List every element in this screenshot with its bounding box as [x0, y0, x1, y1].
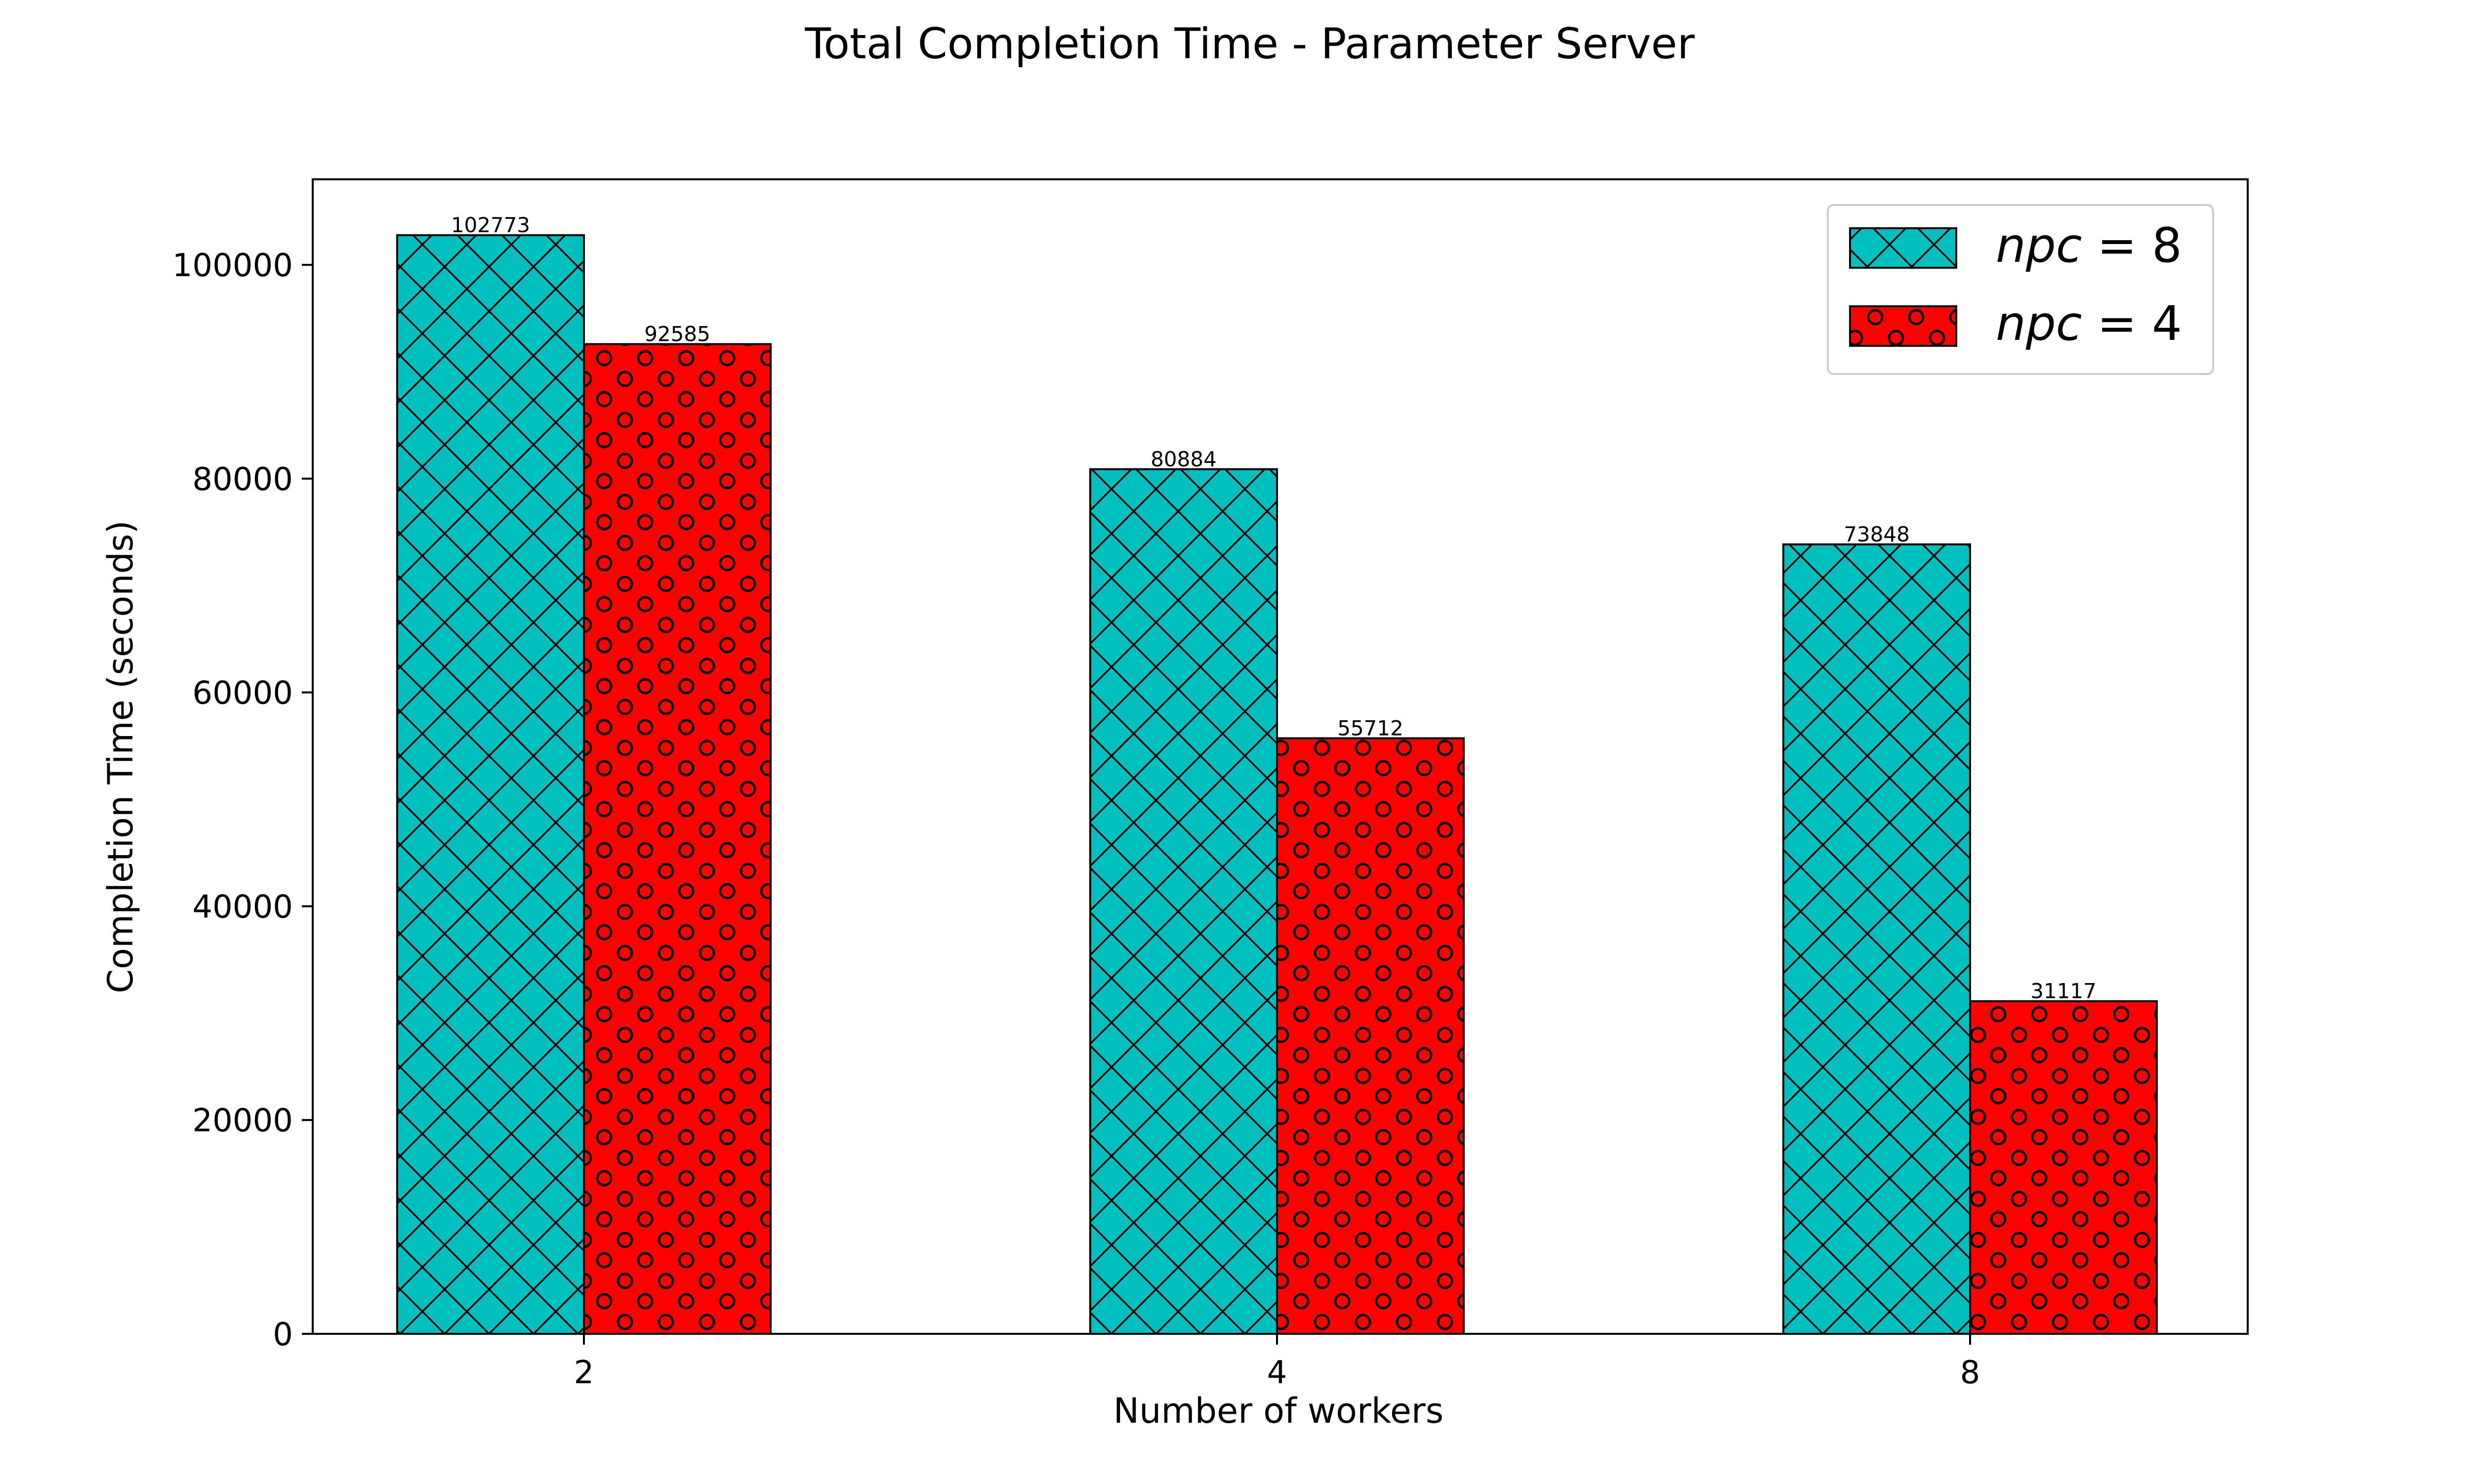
x-tick-label: 8: [1960, 1355, 1980, 1391]
x-tick-label: 2: [574, 1355, 594, 1391]
y-tick-label: 20000: [192, 1103, 293, 1139]
y-tick-label: 80000: [192, 461, 293, 498]
legend-item-npc-4: npc = 4: [1849, 296, 2182, 351]
y-axis-label: Completion Time (seconds): [100, 520, 141, 993]
bar-value-label: 55712: [1337, 716, 1403, 740]
legend-item-npc-8: npc = 8: [1849, 218, 2182, 273]
bar-1-4: [1276, 737, 1465, 1335]
y-tick-label: 40000: [192, 889, 293, 925]
bar-0-2: [396, 234, 585, 1335]
legend-label-npc-8: npc = 8: [1996, 218, 2182, 273]
chart-title: Total Completion Time - Parameter Server: [804, 19, 1695, 69]
bar-0-8: [1782, 543, 1971, 1335]
y-tick-label: 100000: [172, 247, 293, 284]
bar-value-label: 31117: [2030, 979, 2097, 1003]
x-tick-label: 4: [1267, 1355, 1287, 1391]
y-tick-label: 0: [273, 1317, 293, 1353]
bar-value-label: 73848: [1844, 522, 1910, 546]
x-axis-label: Number of workers: [1113, 1391, 1443, 1431]
bar-value-label: 102773: [451, 213, 530, 237]
bar-value-label: 80884: [1151, 447, 1217, 471]
legend-swatch-pattern: [1849, 305, 1957, 347]
bar-1-2: [583, 343, 772, 1335]
legend-label-npc-4: npc = 4: [1996, 296, 2182, 351]
legend-swatch-pattern: [1849, 227, 1957, 269]
bar-value-label: 92585: [644, 322, 710, 346]
bar-0-4: [1089, 468, 1278, 1335]
legend: npc = 8 npc = 4: [1827, 204, 2214, 375]
plot-area: 102773 80884 73848 92585 55712 31117 0 20000 400…: [172, 178, 2249, 1391]
bar-1-8: [1969, 1000, 2158, 1335]
axes-frame: [312, 178, 2249, 1335]
y-tick-label: 60000: [192, 675, 293, 712]
